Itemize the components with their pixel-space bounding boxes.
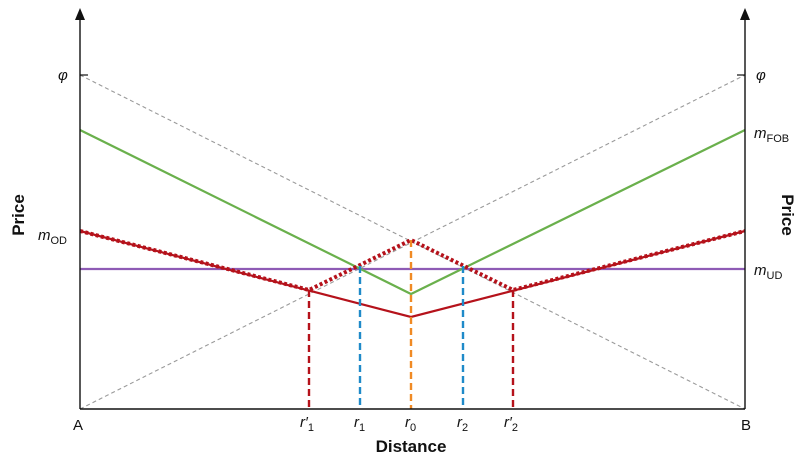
point-b-label: B	[741, 417, 751, 434]
m-ud-label-sub: UD	[767, 270, 783, 282]
r1-label-sub: 1	[359, 422, 365, 434]
m-od-label-base: m	[38, 227, 51, 244]
phi-right-label: φ	[756, 67, 766, 84]
r0-label-sub: 0	[410, 422, 416, 434]
m-od-label: mOD	[38, 227, 67, 247]
right-axis-arrowhead-icon	[740, 8, 750, 20]
r0-label: r0	[405, 414, 416, 434]
m-ud-label: mUD	[754, 262, 782, 282]
r2-label: r2	[457, 414, 468, 434]
r2-prime-label-base: r′	[504, 414, 513, 431]
r1-prime-label-base: r′	[300, 414, 309, 431]
phi-left-label: φ	[58, 67, 68, 84]
m-fob-label-sub: FOB	[767, 133, 790, 145]
m-fob-label-base: m	[754, 125, 767, 142]
r1-label-base: r	[354, 414, 360, 431]
right-y-axis-title: Price	[778, 194, 795, 236]
m-od-label-sub: OD	[51, 235, 68, 247]
m-od-line	[79, 229, 746, 319]
m-fob-line	[79, 129, 746, 296]
r1-prime-label: r′1	[300, 414, 314, 434]
r2-prime-label-sub: 2	[512, 422, 518, 434]
left-axis-arrowhead-icon	[75, 8, 85, 20]
m-fob-label: mFOB	[754, 125, 789, 145]
r1-prime-label-sub: 1	[308, 422, 314, 434]
r0-label-base: r	[405, 414, 411, 431]
left-y-axis-title: Price	[9, 194, 28, 236]
r2-prime-label: r′2	[504, 414, 518, 434]
m-ud-label-base: m	[754, 262, 767, 279]
m-od-dotted-envelope	[79, 229, 746, 293]
x-axis-title: Distance	[376, 437, 447, 456]
r2-label-base: r	[457, 414, 463, 431]
point-a-label: A	[73, 417, 83, 434]
r2-label-sub: 2	[462, 422, 468, 434]
r1-label: r1	[354, 414, 365, 434]
